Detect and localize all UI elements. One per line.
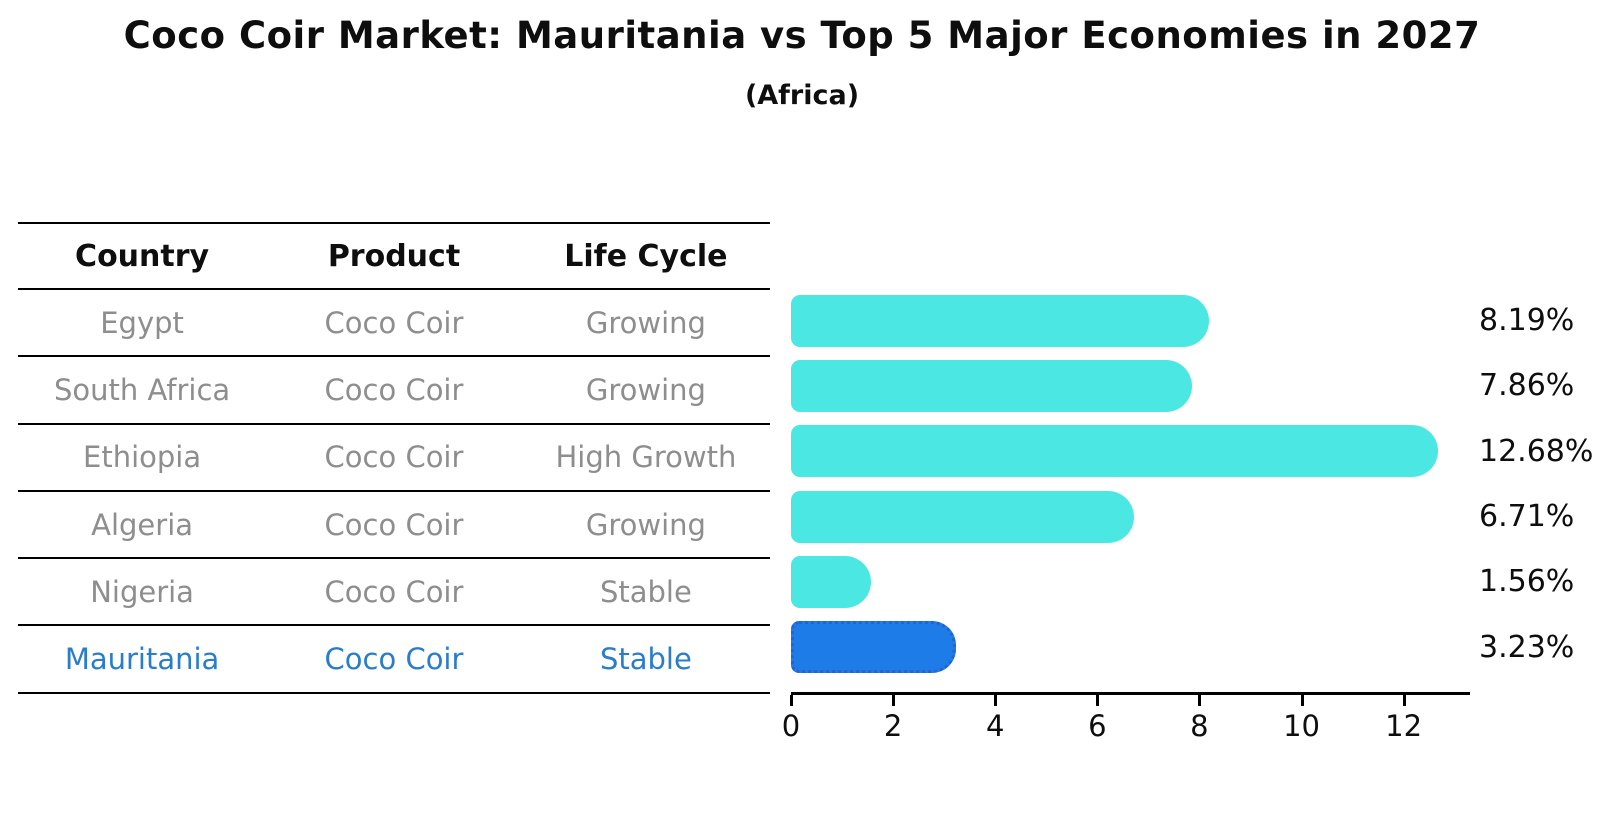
cell-country: South Africa	[53, 372, 231, 407]
value-label-mauritania: 3.23%	[1479, 629, 1575, 665]
cell-lifecycle: High Growth	[555, 440, 737, 475]
cell-lifecycle: Growing	[585, 305, 706, 340]
cell-country: Mauritania	[64, 642, 220, 677]
tick-mark	[1402, 695, 1406, 706]
tick-label: 4	[985, 709, 1005, 743]
x-axis: 0 2 4 6 8 10 12	[782, 692, 1470, 743]
cell-product: Coco Coir	[324, 305, 464, 340]
value-label-ethiopia: 12.68%	[1479, 433, 1594, 469]
bar-ethiopia	[791, 425, 1439, 478]
cell-lifecycle: Stable	[599, 642, 692, 677]
cell-product: Coco Coir	[324, 440, 464, 475]
country-info-table: Country Product Life Cycle Egypt Coco Co…	[18, 222, 770, 694]
cell-lifecycle: Growing	[585, 372, 706, 407]
column-header-lifecycle: Life Cycle	[564, 238, 728, 274]
tick-label: 12	[1385, 709, 1423, 743]
cell-product: Coco Coir	[324, 507, 464, 542]
column-header-country: Country	[75, 238, 210, 274]
cell-country: Nigeria	[90, 574, 194, 609]
value-label-nigeria: 1.56%	[1479, 564, 1575, 600]
table-row-ethiopia: Ethiopia Coco Coir High Growth	[18, 425, 770, 492]
tick-mark	[1300, 695, 1304, 706]
tick-label: 8	[1190, 709, 1209, 743]
cell-lifecycle: Stable	[599, 574, 692, 609]
cell-country: Egypt	[100, 305, 184, 340]
cell-country: Ethiopia	[83, 440, 202, 475]
bar-nigeria	[791, 555, 871, 608]
value-label-south-africa: 7.86%	[1479, 368, 1575, 404]
bar-mauritania-highlighted	[791, 621, 956, 674]
chart-subtitle: (Africa)	[744, 80, 860, 111]
bar-algeria	[791, 490, 1134, 543]
table-header-row: Country Product Life Cycle	[18, 222, 770, 290]
chart-title: Coco Coir Market: Mauritania vs Top 5 Ma…	[123, 14, 1481, 57]
bar-row-egypt	[791, 288, 1470, 353]
tick-mark	[1198, 695, 1202, 706]
bar-egypt	[791, 294, 1210, 347]
table-row-mauritania: Mauritania Coco Coir Stable	[18, 626, 770, 694]
column-header-product: Product	[327, 238, 461, 274]
tick-label: 0	[781, 709, 801, 743]
tick-mark	[892, 695, 896, 706]
bar-row-ethiopia	[791, 419, 1470, 484]
cell-lifecycle: Growing	[585, 507, 706, 542]
cell-product: Coco Coir	[324, 574, 464, 609]
bar-row-south-africa	[791, 353, 1470, 418]
tick-label: 6	[1088, 709, 1107, 743]
cell-product: Coco Coir	[324, 642, 464, 677]
tick-mark	[790, 695, 793, 706]
value-label-column: 8.19% 7.86% 12.68% 6.71% 1.56% 3.23%	[1479, 288, 1604, 680]
value-label-egypt: 8.19%	[1479, 303, 1575, 339]
tick-mark	[994, 695, 998, 706]
tick-mark	[1096, 695, 1100, 706]
cell-product: Coco Coir	[324, 372, 464, 407]
table-row-south-africa: South Africa Coco Coir Growing	[18, 357, 770, 425]
bar-row-nigeria	[791, 549, 1470, 614]
table-row-nigeria: Nigeria Coco Coir Stable	[18, 559, 770, 627]
table-row-egypt: Egypt Coco Coir Growing	[18, 290, 770, 358]
bar-row-algeria	[791, 484, 1470, 549]
value-label-algeria: 6.71%	[1479, 499, 1575, 535]
tick-label: 10	[1283, 709, 1320, 743]
bar-plot-area	[791, 288, 1470, 680]
bar-south-africa	[791, 359, 1193, 412]
table-row-algeria: Algeria Coco Coir Growing	[18, 492, 770, 560]
bar-row-mauritania	[791, 615, 1470, 680]
cell-country: Algeria	[91, 507, 194, 542]
tick-label: 2	[883, 709, 903, 743]
